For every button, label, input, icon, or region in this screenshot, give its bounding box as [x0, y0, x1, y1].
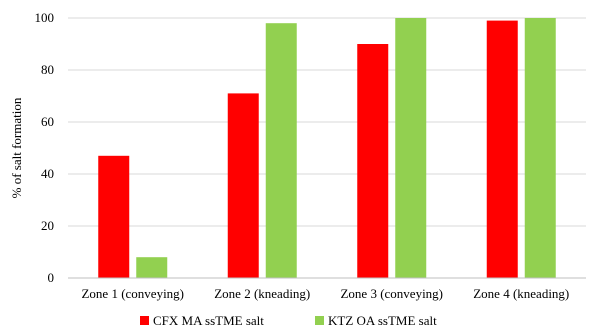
legend-label: KTZ OA ssTME salt	[328, 313, 437, 328]
y-axis-title: % of salt formation	[9, 97, 24, 198]
bar	[395, 18, 427, 278]
y-tick-label: 60	[41, 114, 54, 129]
y-tick-label: 40	[41, 166, 54, 181]
legend: CFX MA ssTME salt KTZ OA ssTME salt	[140, 313, 437, 328]
bar	[486, 20, 518, 278]
x-category-label: Zone 1 (conveying)	[81, 286, 184, 301]
bar	[227, 93, 259, 279]
bar	[357, 44, 389, 278]
x-category-label: Zone 3 (conveying)	[340, 286, 443, 301]
x-category-label: Zone 4 (kneading)	[473, 286, 569, 301]
bar	[136, 257, 168, 278]
y-tick-label: 80	[41, 62, 54, 77]
legend-swatch	[140, 316, 149, 325]
y-tick-label: 100	[35, 10, 55, 25]
y-tick-label: 20	[41, 218, 54, 233]
x-category-label: Zone 2 (kneading)	[214, 286, 310, 301]
legend-swatch	[315, 316, 324, 325]
bar	[98, 155, 130, 278]
bar	[524, 18, 556, 278]
bars	[98, 18, 556, 279]
bar	[265, 23, 297, 279]
axes: 0 20 40 60 80 100 Zone 1 (conveying) Zone 2 (kn…	[35, 10, 586, 301]
legend-label: CFX MA ssTME salt	[153, 313, 264, 328]
y-tick-label: 0	[48, 270, 55, 285]
